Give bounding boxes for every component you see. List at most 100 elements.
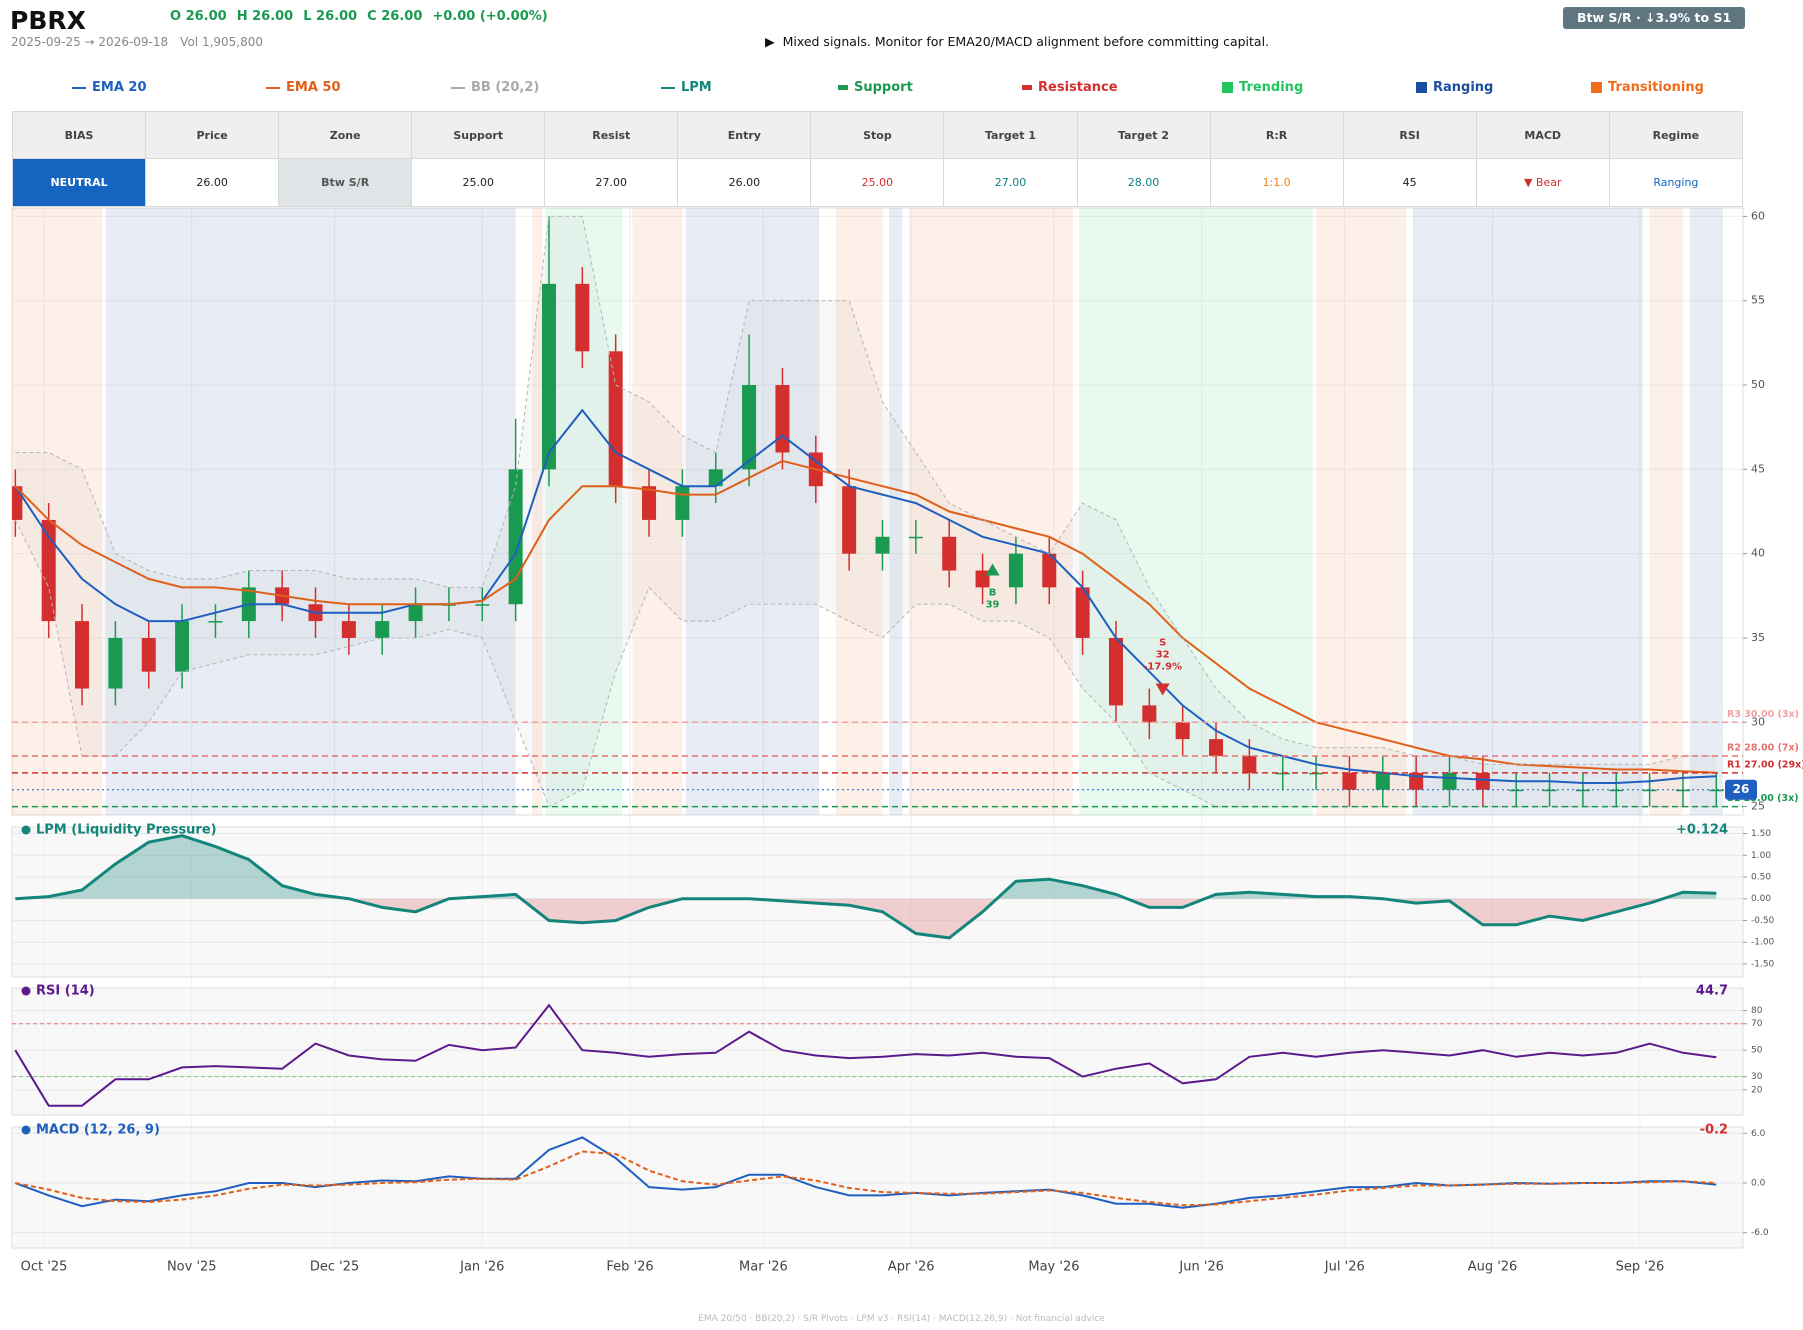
table-header-cell: RSI — [1342, 111, 1477, 159]
last-price-label: 26 — [1733, 782, 1750, 796]
panel-dot — [21, 1125, 31, 1135]
table-body: NEUTRAL 26.00 Btw S/R 25.00 27.00 26.00 25.00 2… — [11, 158, 1744, 207]
trade-marker — [1155, 683, 1170, 696]
table-header-cell: Target 1 — [943, 111, 1078, 159]
candle-body — [108, 637, 123, 689]
regime-band — [532, 208, 543, 815]
y-tick-label: 30 — [1751, 715, 1765, 728]
candle-body — [75, 621, 90, 689]
candle-body — [341, 621, 356, 638]
legend-item: Ranging — [1416, 80, 1493, 95]
legend-marker — [1591, 82, 1602, 93]
candle-body — [775, 385, 790, 453]
legend-item: EMA 20 — [72, 80, 147, 95]
panel-background — [11, 207, 1744, 816]
price-plot — [12, 208, 1724, 815]
candle-body — [175, 621, 190, 672]
y-tick-label: 30 — [1751, 1072, 1763, 1082]
y-tick-label: 50 — [1751, 378, 1765, 391]
legend-item: LPM — [661, 80, 712, 95]
trade-side: B — [989, 588, 997, 599]
candle-body — [541, 283, 556, 470]
panel-last-value: 44.7 — [1696, 984, 1728, 999]
regime-band — [1316, 208, 1407, 815]
trade-side: S — [1159, 638, 1166, 649]
legend: EMA 20 EMA 50 BB (20,2) LPM Support Resistanc… — [0, 80, 1803, 100]
sr-level-label: R1 27.00 (29x) — [1727, 759, 1803, 770]
legend-label: BB (20,2) — [471, 80, 540, 95]
candle-body — [875, 536, 890, 554]
ohlc-low: L 26.00 — [303, 9, 358, 24]
regime-band — [889, 208, 903, 815]
candle-body — [1609, 789, 1624, 792]
candle-body — [1175, 722, 1190, 740]
legend-label: LPM — [681, 80, 712, 95]
y-tick-label: 80 — [1751, 1006, 1763, 1016]
y-tick-label: 25 — [1751, 800, 1765, 813]
x-tick-label: Nov '25 — [167, 1260, 217, 1275]
y-tick-label: 0.00 — [1751, 894, 1771, 904]
y-tick-label: 40 — [1751, 547, 1765, 560]
panel-title: RSI (14) — [36, 984, 95, 999]
panel-background — [11, 1126, 1744, 1249]
table-row: NEUTRAL 26.00 Btw S/R 25.00 27.00 26.00 25.00 2… — [11, 158, 1744, 207]
table-cell: 25.00 — [411, 158, 546, 207]
table-cell: Ranging — [1608, 158, 1744, 207]
legend-item: Trending — [1222, 80, 1303, 95]
y-tick-label: 45 — [1751, 462, 1765, 475]
table-cell: 27.00 — [943, 158, 1078, 207]
y-tick-label: -1.50 — [1751, 959, 1775, 969]
table-cell: 1:1.0 — [1209, 158, 1344, 207]
candle-body — [1675, 789, 1690, 792]
symbol: PBRX — [10, 6, 86, 35]
x-tick-label: Aug '26 — [1468, 1260, 1518, 1275]
y-tick-label: -1.00 — [1751, 938, 1775, 948]
candle-body — [708, 469, 723, 487]
sr-level-label: R3 30.00 (3x) — [1727, 709, 1799, 720]
table-header: BIAS Price Zone Support Resist Entry Stop Targe… — [11, 111, 1744, 159]
panel-title: LPM (Liquidity Pressure) — [36, 823, 217, 838]
candle-body — [675, 486, 690, 520]
table-header-cell: Regime — [1608, 111, 1744, 159]
legend-item: Transitioning — [1591, 80, 1704, 95]
legend-item: BB (20,2) — [451, 80, 539, 95]
candle-body — [475, 604, 490, 606]
regime-band — [1079, 208, 1313, 815]
candle-body — [942, 536, 957, 571]
candle-body — [1475, 772, 1490, 790]
candle-body — [208, 621, 223, 623]
candle-body — [375, 621, 390, 638]
subtitle: 2025-09-25 → 2026-09-18 Vol 1,905,800 — [11, 35, 275, 49]
regime-band — [909, 208, 1073, 815]
message-text: Mixed signals. Monitor for EMA20/MACD al… — [782, 34, 1270, 49]
regime-band — [1649, 208, 1683, 815]
x-tick-label: Jul '26 — [1324, 1260, 1365, 1275]
legend-label: Support — [854, 80, 913, 95]
ohlc-high: H 26.00 — [236, 9, 294, 24]
y-tick-label: 1.50 — [1751, 829, 1771, 839]
area-negative — [348, 898, 1663, 938]
sr-level-label: R2 28.00 (7x) — [1727, 742, 1799, 753]
table-cell: 27.00 — [544, 158, 679, 207]
x-tick-label: Apr '26 — [888, 1260, 935, 1275]
trade-price: 32 — [1156, 650, 1170, 661]
candle-body — [1108, 637, 1123, 706]
regime-band — [1689, 208, 1723, 815]
candle-body — [1008, 553, 1023, 588]
area-positive — [15, 835, 1717, 899]
indicator-line — [15, 1150, 1717, 1207]
legend-label: Ranging — [1433, 80, 1494, 95]
indicator-line — [14, 1003, 1717, 1107]
candle-body — [1575, 789, 1590, 792]
candle-body — [842, 486, 857, 554]
legend-label: Transitioning — [1608, 80, 1704, 95]
candle-body — [1142, 705, 1157, 723]
x-tick-label: May '26 — [1028, 1260, 1079, 1275]
legend-item: Resistance — [1022, 80, 1118, 95]
indicator-line — [14, 1136, 1717, 1209]
x-tick-label: Jan '26 — [459, 1260, 504, 1275]
table-cell: 26.00 — [145, 158, 280, 207]
legend-marker — [451, 86, 465, 89]
